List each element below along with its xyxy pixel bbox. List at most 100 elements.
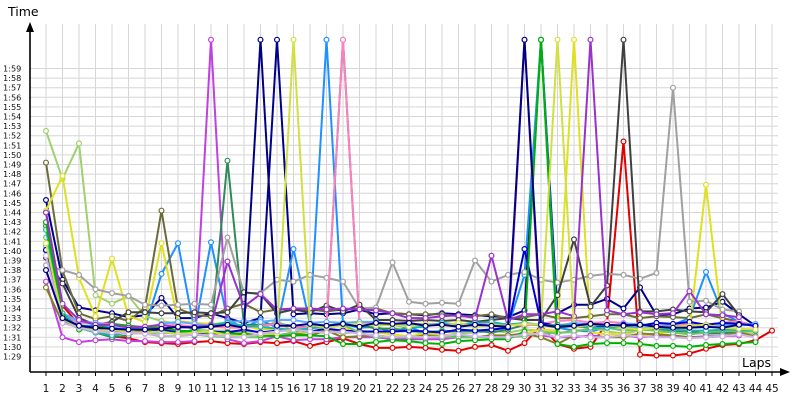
data-point [175,333,182,340]
data-point [75,271,82,278]
data-point [356,330,363,337]
data-point [257,330,264,337]
data-point [175,339,182,346]
x-tick-label: 4 [92,383,99,395]
data-point [274,340,281,347]
data-point [158,270,165,277]
data-point [406,338,413,345]
data-point [702,323,709,330]
data-point [307,271,314,278]
data-point [290,246,297,253]
data-point [75,322,82,329]
series-20 [42,252,759,342]
data-point [455,323,462,330]
data-point [340,278,347,285]
x-tick-label: 9 [175,383,182,395]
data-point [373,344,380,351]
data-point [290,322,297,329]
data-point [75,140,82,147]
data-point [274,328,281,335]
data-point [735,331,742,338]
data-point [224,321,231,328]
data-point [290,305,297,312]
data-point [175,318,182,325]
data-point [208,323,215,330]
data-point [636,321,643,328]
data-point [323,329,330,336]
data-point [356,341,363,348]
data-point [439,341,446,348]
data-point [521,246,528,253]
data-point [108,325,115,332]
data-point [373,319,380,326]
data-point [92,292,99,299]
data-point [158,310,165,317]
data-point [702,311,709,318]
y-tick-label: 1:35 [3,294,21,304]
x-tick-label: 31 [534,383,547,395]
data-point [702,269,709,276]
x-axis-arrow [780,368,790,376]
data-point [389,320,396,327]
data-point [241,324,248,331]
x-tick-label: 8 [158,383,165,395]
x-tick-label: 34 [584,383,598,395]
x-tick-label: 43 [732,383,745,395]
x-tick-label: 13 [237,383,250,395]
data-point [125,293,132,300]
y-tick-label: 1:29 [3,352,21,362]
data-point [653,334,660,341]
series-5 [42,159,759,329]
data-point [42,278,49,285]
y-tick-label: 1:46 [3,188,21,198]
y-tick-label: 1:55 [3,102,21,112]
data-point [719,341,726,348]
data-point [620,332,627,339]
data-point [488,278,495,285]
data-point [191,338,198,345]
data-point [389,334,396,341]
data-point [290,317,297,324]
data-point [92,313,99,320]
data-point [735,340,742,347]
data-point [686,288,693,295]
x-axis-title: Laps [742,355,771,370]
y-tick-label: 1:59 [3,64,21,74]
data-point [356,323,363,330]
y-tick-label: 1:48 [3,169,21,179]
data-point [439,333,446,340]
data-point [554,279,561,286]
x-tick-label: 10 [188,383,201,395]
data-point [224,234,231,241]
axes [26,22,790,376]
x-tick-label: 35 [600,383,613,395]
data-point [290,36,297,43]
data-point [340,334,347,341]
data-point [356,306,363,313]
x-tick-label: 11 [204,383,217,395]
data-point [653,270,660,277]
x-tick-label: 16 [287,383,301,395]
data-point [472,343,479,350]
data-point [108,255,115,262]
x-tick-label: 39 [666,383,679,395]
data-point [521,320,528,327]
data-point [290,337,297,344]
data-point [158,294,165,301]
x-tick-label: 27 [468,383,481,395]
data-point [108,313,115,320]
data-point [620,322,627,329]
data-point [158,332,165,339]
data-point [59,300,66,307]
data-point [158,207,165,214]
data-point [59,334,66,341]
data-point [191,300,198,307]
data-point [340,305,347,312]
data-point [752,339,759,346]
data-point [620,311,627,318]
data-point [42,197,49,204]
data-point [570,36,577,43]
data-point [554,341,561,348]
data-point [389,328,396,335]
